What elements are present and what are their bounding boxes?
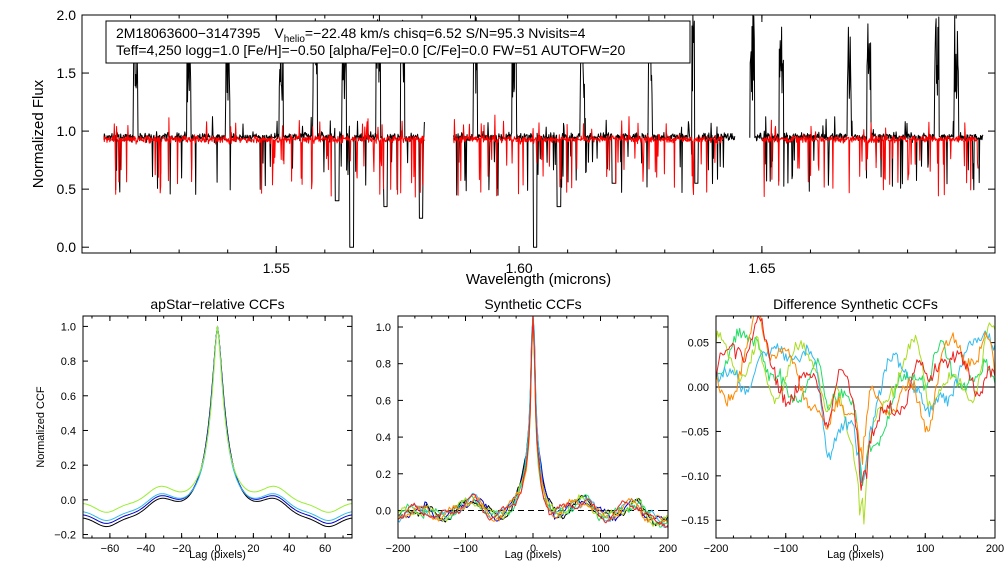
y-tick-label: 2.0 [57,7,77,23]
x-tick-label: −40 [136,543,155,555]
x-tick-label: −100 [453,543,478,555]
x-axis-label: Lag (pixels) [827,549,884,561]
x-tick-label: −20 [172,543,191,555]
chart-title: Difference Synthetic CCFs [773,296,938,312]
plot-frame-synthetic [397,315,669,539]
x-axis-label: Lag (pixels) [189,549,246,561]
y-tick-label: 1.0 [61,321,76,333]
y-tick-label: 0.2 [61,460,76,472]
chart-title: apStar−relative CCFs [150,296,284,312]
synthetic-ccf-visit-6 [397,315,669,523]
velocity-stats: =−22.48 km/s chisq=6.52 S/N=95.3 Nvisits… [305,25,586,41]
v-subscript: helio [284,34,306,45]
x-tick-label: −200 [704,543,729,555]
y-tick-label: 0.6 [61,391,76,403]
ccf-line-visit-3 [82,325,353,521]
y-tick-label: 0.4 [376,432,391,444]
ccf-line-visit-2 [82,325,353,524]
y-tick-label: 1.5 [57,65,77,81]
synthetic-ccf-visit-2 [397,315,669,522]
y-tick-label: 1.0 [57,123,77,139]
x-axis-label: Lag (pixels) [505,549,562,561]
y-tick-label: 0.8 [376,359,391,371]
difference-ccf-visit-1 [715,327,996,486]
y-tick-label: 0.8 [61,356,76,368]
x-tick-label: 100 [591,543,609,555]
x-tick-label: 0 [530,543,536,555]
x-axis-label: Wavelength (microns) [466,271,611,288]
x-tick-label: 1.55 [263,260,290,276]
y-tick-label: 0.0 [57,239,77,255]
v-symbol: V [274,25,284,41]
synthetic-ccf-visit-1 [397,315,669,527]
model-spectrum-segment-1 [453,114,724,197]
x-tick-label: 1.65 [748,260,775,276]
difference-ccf-visit-3 [715,330,996,483]
synthetic-ccf-visit-3 [397,315,669,529]
x-tick-label: 200 [659,543,677,555]
x-tick-label: 0 [214,543,220,555]
y-tick-label: −0.2 [54,530,76,542]
y-tick-label: 0.6 [376,395,391,407]
ccf-line-visit-1 [82,325,353,528]
y-tick-label: −0.05 [681,426,709,438]
difference-ccf-visit-2 [715,322,996,525]
y-tick-label: 0.0 [61,495,76,507]
y-tick-label: 0.2 [376,469,391,481]
model-spectrum-segment-0 [103,117,425,198]
info-line-2: Teff=4,250 logg=1.0 [Fe/H]=−0.50 [alpha/… [116,42,625,58]
x-tick-label: −100 [773,543,798,555]
y-tick-label: 0.0 [376,505,391,517]
y-axis-label: Normalized Flux [30,79,47,188]
y-tick-label: 0.4 [61,425,76,437]
x-tick-label: −200 [386,543,411,555]
x-tick-label: 20 [247,543,259,555]
model-spectrum-segment-2 [761,119,979,197]
x-tick-label: 200 [986,543,1004,555]
y-tick-label: −0.15 [681,515,709,527]
y-axis-label: Normalized CCF [35,386,47,468]
observed-spectrum-segment-0 [103,14,425,248]
y-tick-label: −0.10 [681,471,709,483]
x-tick-label: 0 [852,543,858,555]
x-tick-label: −60 [101,543,120,555]
synthetic-ccf-visit-7 [397,315,669,528]
synthetic-ccf-visit-4 [397,315,669,528]
y-tick-label: 0.5 [57,181,77,197]
x-tick-label: 100 [916,543,934,555]
y-tick-label: 0.00 [688,382,709,394]
y-tick-label: 1.0 [376,322,391,334]
difference-ccf-visit-5 [715,315,996,491]
synthetic-ccf-visit-5 [397,315,669,527]
ccf-line-visit-4 [82,325,353,513]
star-id: 2M18063600−3147395 [116,25,261,41]
plot-frame-spectrum [81,14,996,254]
info-line-1: 2M18063600−3147395 Vhelio=−22.48 km/s chi… [116,25,586,45]
info-box [105,20,691,64]
y-tick-label: 0.05 [688,338,709,350]
x-tick-label: 60 [319,543,331,555]
x-tick-label: 1.60 [505,260,532,276]
x-tick-label: 40 [283,543,295,555]
plot-frame-apstar [82,315,353,539]
plot-frame-difference [715,315,996,539]
chart-title: Synthetic CCFs [484,296,581,312]
